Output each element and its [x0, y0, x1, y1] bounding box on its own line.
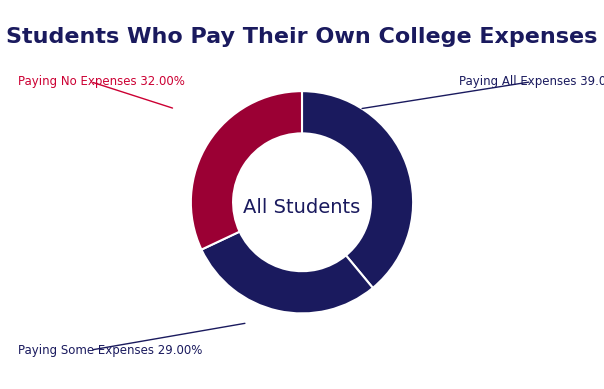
Wedge shape	[191, 91, 302, 250]
Text: Paying All Expenses 39.00%: Paying All Expenses 39.00%	[459, 75, 604, 88]
Text: Paying No Expenses 32.00%: Paying No Expenses 32.00%	[18, 75, 185, 88]
Wedge shape	[202, 231, 373, 314]
Text: Paying Some Expenses 29.00%: Paying Some Expenses 29.00%	[18, 343, 202, 357]
Wedge shape	[302, 91, 413, 288]
Text: All Students: All Students	[243, 198, 361, 217]
Text: Students Who Pay Their Own College Expenses: Students Who Pay Their Own College Expen…	[6, 27, 598, 47]
